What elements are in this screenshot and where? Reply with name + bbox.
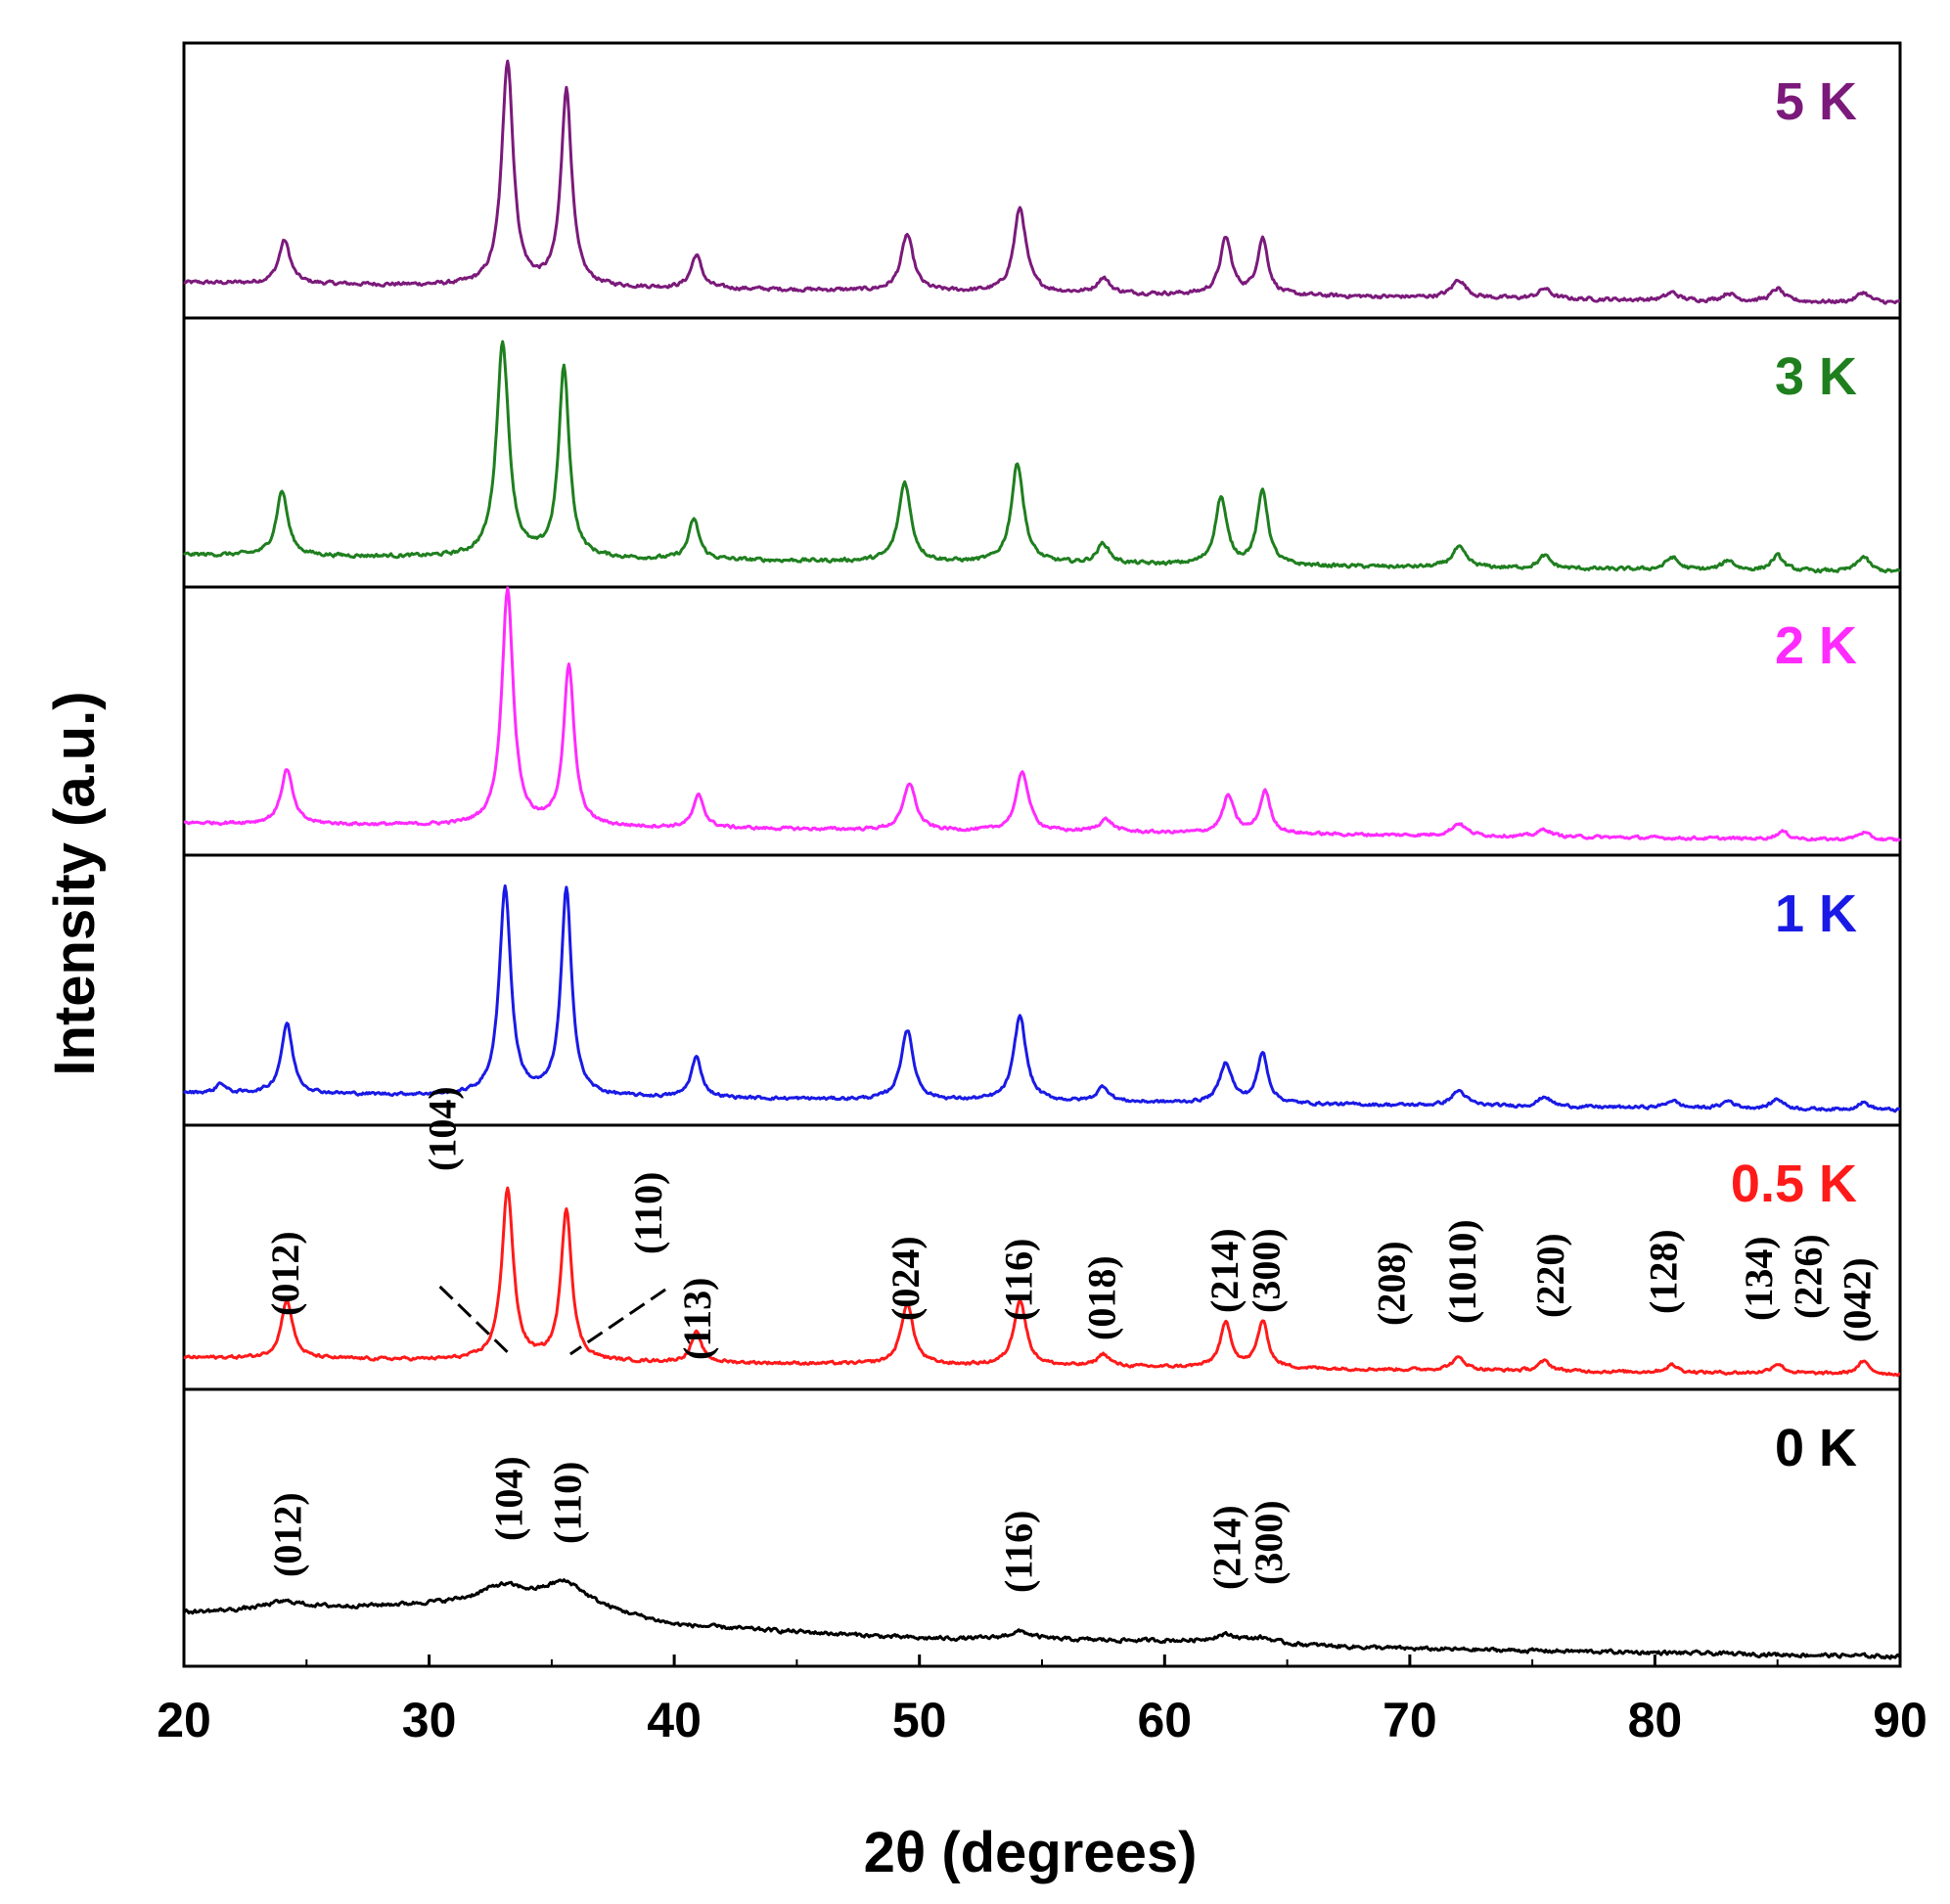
x-tick-label: 90 [1873, 1693, 1927, 1747]
hkl-label: (208) [1369, 1241, 1413, 1326]
x-tick-label: 80 [1628, 1693, 1683, 1747]
x-axis-title: 2θ (degrees) [864, 1821, 1198, 1884]
trace-5-K [183, 59, 1901, 305]
hkl-label: (300) [1247, 1500, 1291, 1585]
x-axis: 20 30 40 50 60 70 80 90 [157, 1655, 1927, 1747]
series-labels: 5 K 3 K 2 K 1 K 0.5 K 0 K [1731, 72, 1857, 1477]
hkl-label: (1010) [1440, 1219, 1484, 1324]
hkl-label: (116) [996, 1239, 1040, 1321]
series-label: 2 K [1775, 616, 1857, 675]
peak-annotations: (012)(104)(110)(113) (024) (116) (018) (214)… [263, 1086, 1879, 1593]
series-label: 1 K [1775, 884, 1857, 943]
hkl-label: (104) [486, 1456, 530, 1541]
x-tick-label: 20 [157, 1693, 211, 1747]
trace-1-K [182, 884, 1901, 1113]
hkl-label: (116) [996, 1511, 1040, 1593]
hkl-label: (300) [1245, 1228, 1289, 1313]
hkl-label: (226) [1786, 1234, 1830, 1319]
x-tick-label: 60 [1137, 1693, 1192, 1747]
hkl-label: (012) [266, 1492, 310, 1577]
series-label: 0.5 K [1731, 1155, 1857, 1213]
hkl-label: (220) [1528, 1233, 1572, 1318]
series-label: 3 K [1775, 347, 1857, 406]
trace-0-K [182, 1578, 1901, 1660]
hkl-label: (113) [675, 1278, 719, 1360]
hkl-label: (214) [1204, 1505, 1248, 1590]
hkl-label: (018) [1080, 1255, 1124, 1340]
hkl-label: (214) [1202, 1228, 1247, 1313]
hkl-label: (104) [421, 1086, 465, 1171]
trace-2-K [183, 586, 1901, 842]
hkl-label: (110) [545, 1462, 589, 1544]
series-label: 0 K [1775, 1419, 1857, 1477]
x-tick-label: 40 [647, 1693, 702, 1747]
hkl-label: (042) [1835, 1257, 1879, 1342]
x-tick-label: 30 [402, 1693, 457, 1747]
panels [182, 41, 1902, 1668]
y-axis-title: Intensity (a.u.) [43, 691, 107, 1075]
hkl-label: (110) [626, 1172, 670, 1254]
x-tick-label: 50 [892, 1693, 947, 1747]
hkl-label: (134) [1737, 1236, 1781, 1321]
traces [182, 59, 1901, 1660]
trace-0_5-K [183, 1186, 1901, 1378]
hkl-label: (012) [263, 1231, 307, 1316]
hkl-label: (024) [884, 1236, 928, 1321]
hkl-pointer [438, 1285, 511, 1356]
hkl-pointer [569, 1288, 666, 1356]
series-label: 5 K [1775, 72, 1857, 131]
trace-3-K [182, 340, 1901, 574]
x-tick-label: 70 [1383, 1693, 1437, 1747]
hkl-label: (128) [1642, 1229, 1686, 1314]
